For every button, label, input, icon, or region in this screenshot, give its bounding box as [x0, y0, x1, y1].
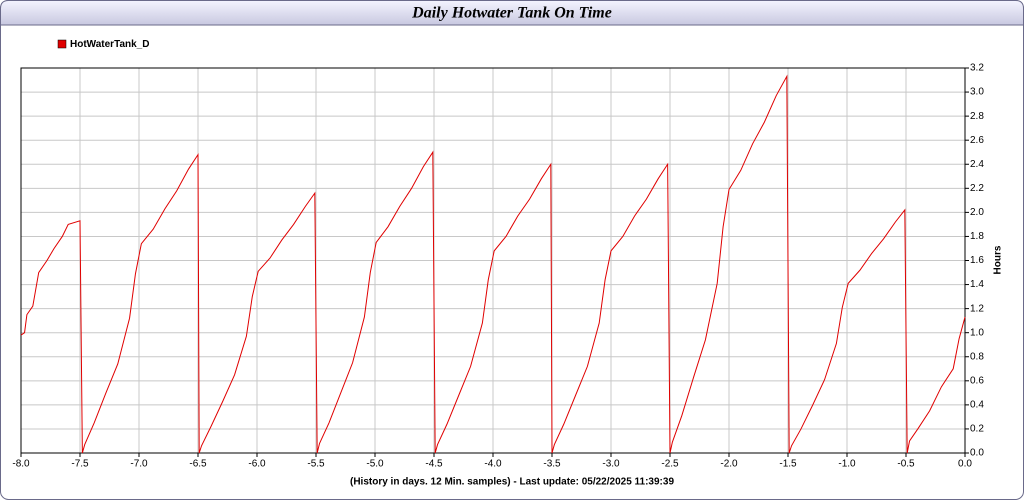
x-tick-label: -1.0: [838, 459, 856, 470]
y-tick-label: 2.4: [970, 159, 984, 170]
x-tick-label: -8.0: [12, 459, 30, 470]
x-tick-label: -1.5: [779, 459, 797, 470]
x-tick-label: -6.0: [248, 459, 266, 470]
x-tick-label: 0.0: [958, 459, 972, 470]
x-tick-label: -5.5: [307, 459, 325, 470]
y-tick-label: 2.8: [970, 111, 984, 122]
y-tick-label: 3.0: [970, 87, 984, 98]
x-tick-label: -4.5: [425, 459, 443, 470]
x-tick-label: -3.0: [602, 459, 620, 470]
y-tick-label: 1.0: [970, 327, 984, 338]
y-tick-label: 0.8: [970, 351, 984, 362]
y-tick-label: 2.0: [970, 207, 984, 218]
title-bar: [0, 0, 1024, 26]
legend-swatch: [57, 39, 67, 49]
x-tick-label: -0.5: [897, 459, 915, 470]
x-tick-label: -3.5: [543, 459, 561, 470]
y-tick-label: 1.4: [970, 279, 984, 290]
x-tick-label: -2.5: [661, 459, 679, 470]
plot-border: [20, 67, 966, 454]
y-tick-label: 3.2: [970, 63, 984, 74]
y-tick-label: 2.2: [970, 183, 984, 194]
legend-label: HotWaterTank_D: [70, 39, 149, 50]
x-tick-label: -7.5: [71, 459, 89, 470]
y-tick-label: 2.6: [970, 135, 984, 146]
x-tick-label: -5.0: [366, 459, 384, 470]
y-tick-label: 0.0: [970, 448, 984, 459]
x-tick-label: -2.0: [720, 459, 738, 470]
y-tick-label: 1.6: [970, 255, 984, 266]
y-tick-label: 0.6: [970, 375, 984, 386]
y-tick-label: 1.8: [970, 231, 984, 242]
y-tick-label: 1.2: [970, 303, 984, 314]
x-axis-label: (History in days. 12 Min. samples) - Las…: [350, 477, 674, 488]
x-tick-label: -7.0: [130, 459, 148, 470]
chart-title: Daily Hotwater Tank On Time: [411, 5, 612, 22]
y-tick-label: 0.2: [970, 424, 984, 435]
data-line: [20, 74, 966, 454]
y-axis-label: Hours: [993, 245, 1004, 274]
x-tick-label: -6.5: [189, 459, 207, 470]
x-tick-label: -4.0: [484, 459, 502, 470]
y-tick-label: 0.4: [970, 400, 984, 411]
